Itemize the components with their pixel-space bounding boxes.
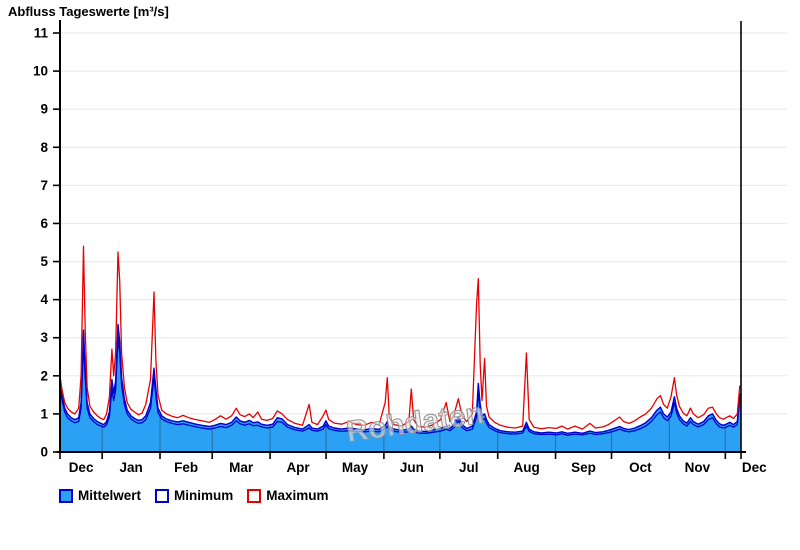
x-tick-label: Feb [174,460,198,475]
x-tick-label: Dec [742,460,767,475]
x-tick-label: Apr [286,460,310,475]
mittelwert-swatch-icon [59,488,73,503]
y-gridlines [61,32,787,415]
y-tick-label: 10 [33,64,48,79]
x-tick-label: Nov [685,460,711,475]
x-tick-label: Jan [119,460,142,475]
legend-item-maximum: Maximum [247,488,329,503]
y-tick-label: 0 [40,445,48,460]
mittelwert-line [59,323,742,434]
x-tick-label: May [342,460,369,475]
y-tick-label: 4 [40,292,48,307]
x-tick-label: Oct [629,460,652,475]
legend-item-minimum: Minimum [155,488,233,503]
maximum-line [59,245,742,430]
y-tick-label: 2 [40,368,48,383]
y-tick-label: 5 [40,254,48,269]
x-tick-label: Sep [571,460,596,475]
x-tick-label: Aug [513,460,539,475]
y-tick-label: 9 [40,102,48,117]
y-tick-label: 3 [40,330,48,345]
maximum-swatch-icon [247,488,262,503]
y-tick-label: 1 [40,406,48,421]
y-tick-labels: 0 1 2 3 4 5 6 7 8 9 10 11 [33,26,60,460]
y-tick-label: 11 [34,26,49,41]
x-tick-labels: Dec Jan Feb Mar Apr May Jun Jul Aug Sep Oct Nov Dec [59,452,767,475]
legend-item-mittelwert: Mittelwert [59,488,141,503]
legend-label: Mittelwert [78,488,142,503]
x-tick-label: Dec [69,460,94,475]
month-gridlines [101,324,726,452]
y-tick-label: 6 [40,216,48,231]
y-tick-label: 7 [40,178,48,193]
axes [57,20,746,453]
x-tick-label: Mar [229,460,254,475]
legend: Mittelwert Minimum Maximum [59,488,329,503]
chart-title: Abfluss Tageswerte [m³/s] [8,4,169,19]
x-tick-label: Jun [400,460,424,475]
legend-label: Minimum [174,488,234,503]
x-tick-label: Jul [459,460,479,475]
legend-label: Maximum [266,488,329,503]
minimum-swatch-icon [155,488,170,503]
mittelwert-area [60,324,741,452]
y-tick-label: 8 [40,140,48,155]
minimum-line [59,337,742,436]
